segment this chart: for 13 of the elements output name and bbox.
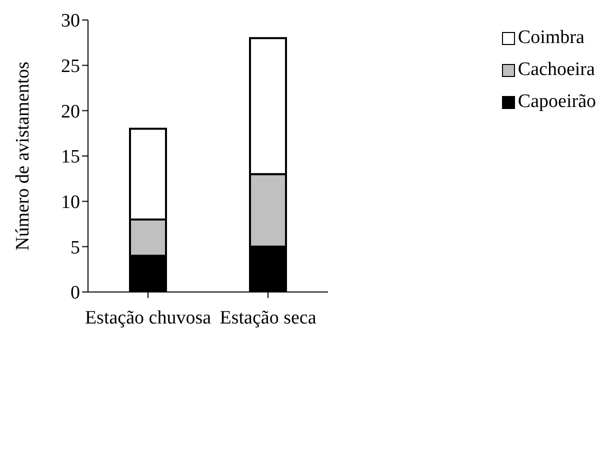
y-axis-title: Número de avistamentos xyxy=(12,62,34,250)
y-tick-label: 15 xyxy=(61,146,80,168)
legend-label: Capoeirão xyxy=(518,91,596,113)
y-tick-label: 20 xyxy=(61,101,80,122)
x-tick-label: Estação seca xyxy=(220,307,317,328)
legend-label: Coimbra xyxy=(518,27,584,49)
y-tick-label: 5 xyxy=(70,237,80,258)
x-tick-label: Estação chuvosa xyxy=(84,307,212,328)
legend-label: Cachoeira xyxy=(518,59,595,81)
y-tick-label: 30 xyxy=(61,10,80,32)
y-tick-label: 0 xyxy=(70,282,80,304)
y-tick-label: 25 xyxy=(61,56,80,78)
y-tick-label: 10 xyxy=(61,192,80,214)
